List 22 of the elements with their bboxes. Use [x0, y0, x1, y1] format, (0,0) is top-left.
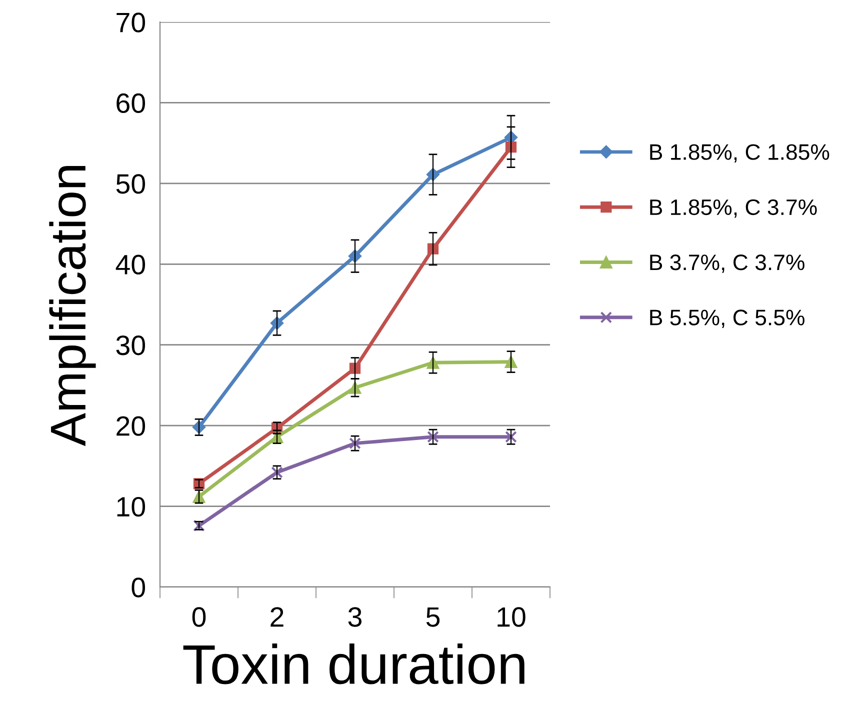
y-tick-label: 20: [116, 416, 146, 436]
y-tick-label: 60: [116, 93, 146, 114]
x-tick-label: 10: [498, 607, 526, 627]
y-tick-label: 30: [116, 336, 146, 356]
point: [505, 142, 517, 153]
y-tick-label: 10: [117, 496, 146, 517]
x-tick-label: 5: [426, 607, 440, 627]
legend-label: B 1.85%, C 3.7%: [650, 199, 817, 218]
y-tick-label: 50: [116, 174, 146, 194]
point: [427, 243, 439, 254]
y-tick-label: 40: [116, 254, 146, 274]
legend-label: B 3.7%, C 3.7%: [650, 254, 804, 273]
legend-label: B 1.85%, C 1.85%: [650, 144, 830, 163]
y-tick-label: 0: [132, 578, 146, 598]
x-axis-title: Toxin duration: [183, 643, 524, 684]
y-axis-title: Amplification: [49, 166, 96, 446]
legend-label: B 5.5%, C 5.5%: [650, 310, 804, 328]
y-tick-label: 70: [116, 12, 146, 32]
point: [349, 362, 361, 374]
x-tick-label: 3: [348, 607, 362, 627]
x-tick-label: 0: [192, 607, 206, 627]
x-tick-label: 2: [270, 607, 284, 627]
